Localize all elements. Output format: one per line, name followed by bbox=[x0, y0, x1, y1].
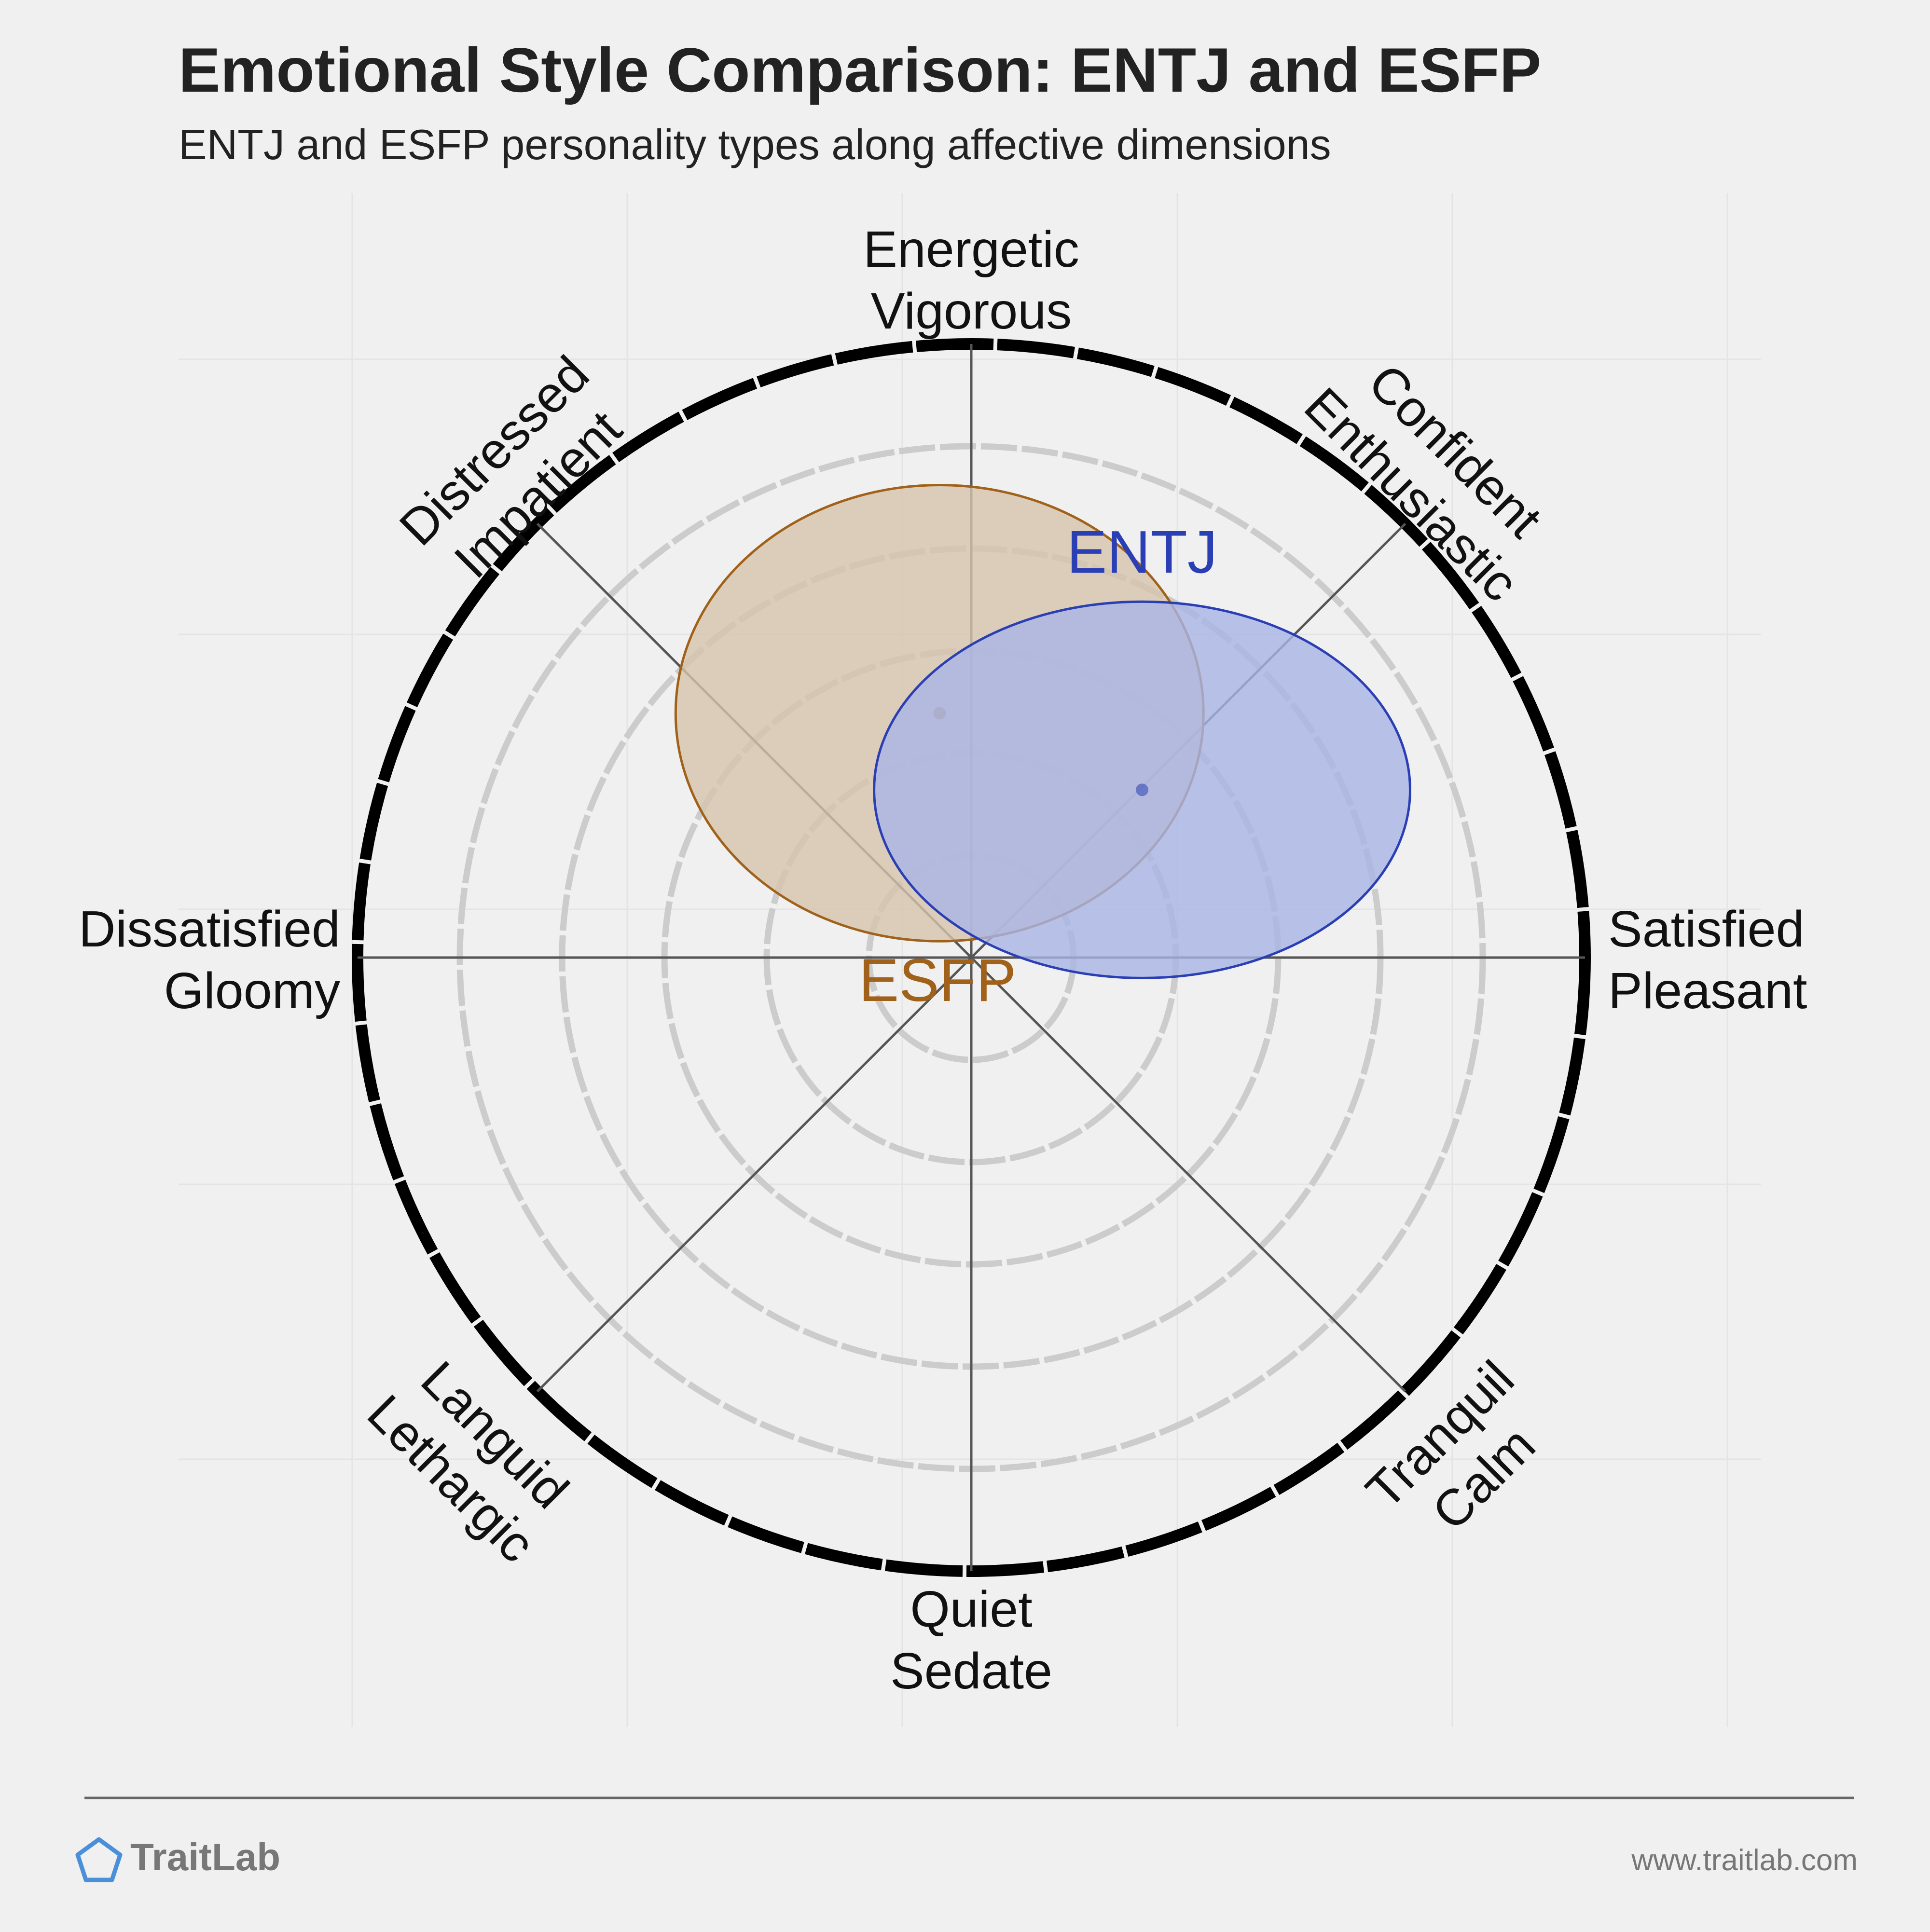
axis-label-line: Sedate bbox=[890, 1643, 1052, 1699]
axis-label-dissatisfied: Dissatisfied Gloomy bbox=[79, 901, 340, 1019]
chart-subtitle: ENTJ and ESFP personality types along af… bbox=[179, 121, 1331, 168]
series-layer: ENTJ ESFP bbox=[674, 484, 1411, 1014]
axis-label-line: Satisfied bbox=[1608, 901, 1805, 958]
axis-label-line: Pleasant bbox=[1608, 962, 1807, 1019]
axis-label-energetic: Energetic Vigorous bbox=[863, 221, 1079, 340]
axis-label-satisfied: Satisfied Pleasant bbox=[1608, 901, 1807, 1019]
axis-label-line: Dissatisfied bbox=[79, 901, 340, 958]
axis-label-quiet: Quiet Sedate bbox=[890, 1581, 1052, 1699]
axis-label-line: Energetic bbox=[863, 221, 1079, 278]
pentagon-icon bbox=[75, 1837, 123, 1882]
brand-name: TraitLab bbox=[130, 1836, 280, 1878]
axis-label-line: Quiet bbox=[910, 1581, 1032, 1638]
esfp-label: ESFP bbox=[859, 947, 1016, 1014]
axis-label-line: Gloomy bbox=[164, 962, 340, 1019]
chart-title: Emotional Style Comparison: ENTJ and ESF… bbox=[179, 35, 1541, 105]
entj-label: ENTJ bbox=[1067, 519, 1218, 586]
brand-url: www.traitlab.com bbox=[1631, 1844, 1858, 1877]
entj-point bbox=[1136, 783, 1149, 796]
axis-label-line: Vigorous bbox=[871, 283, 1072, 340]
